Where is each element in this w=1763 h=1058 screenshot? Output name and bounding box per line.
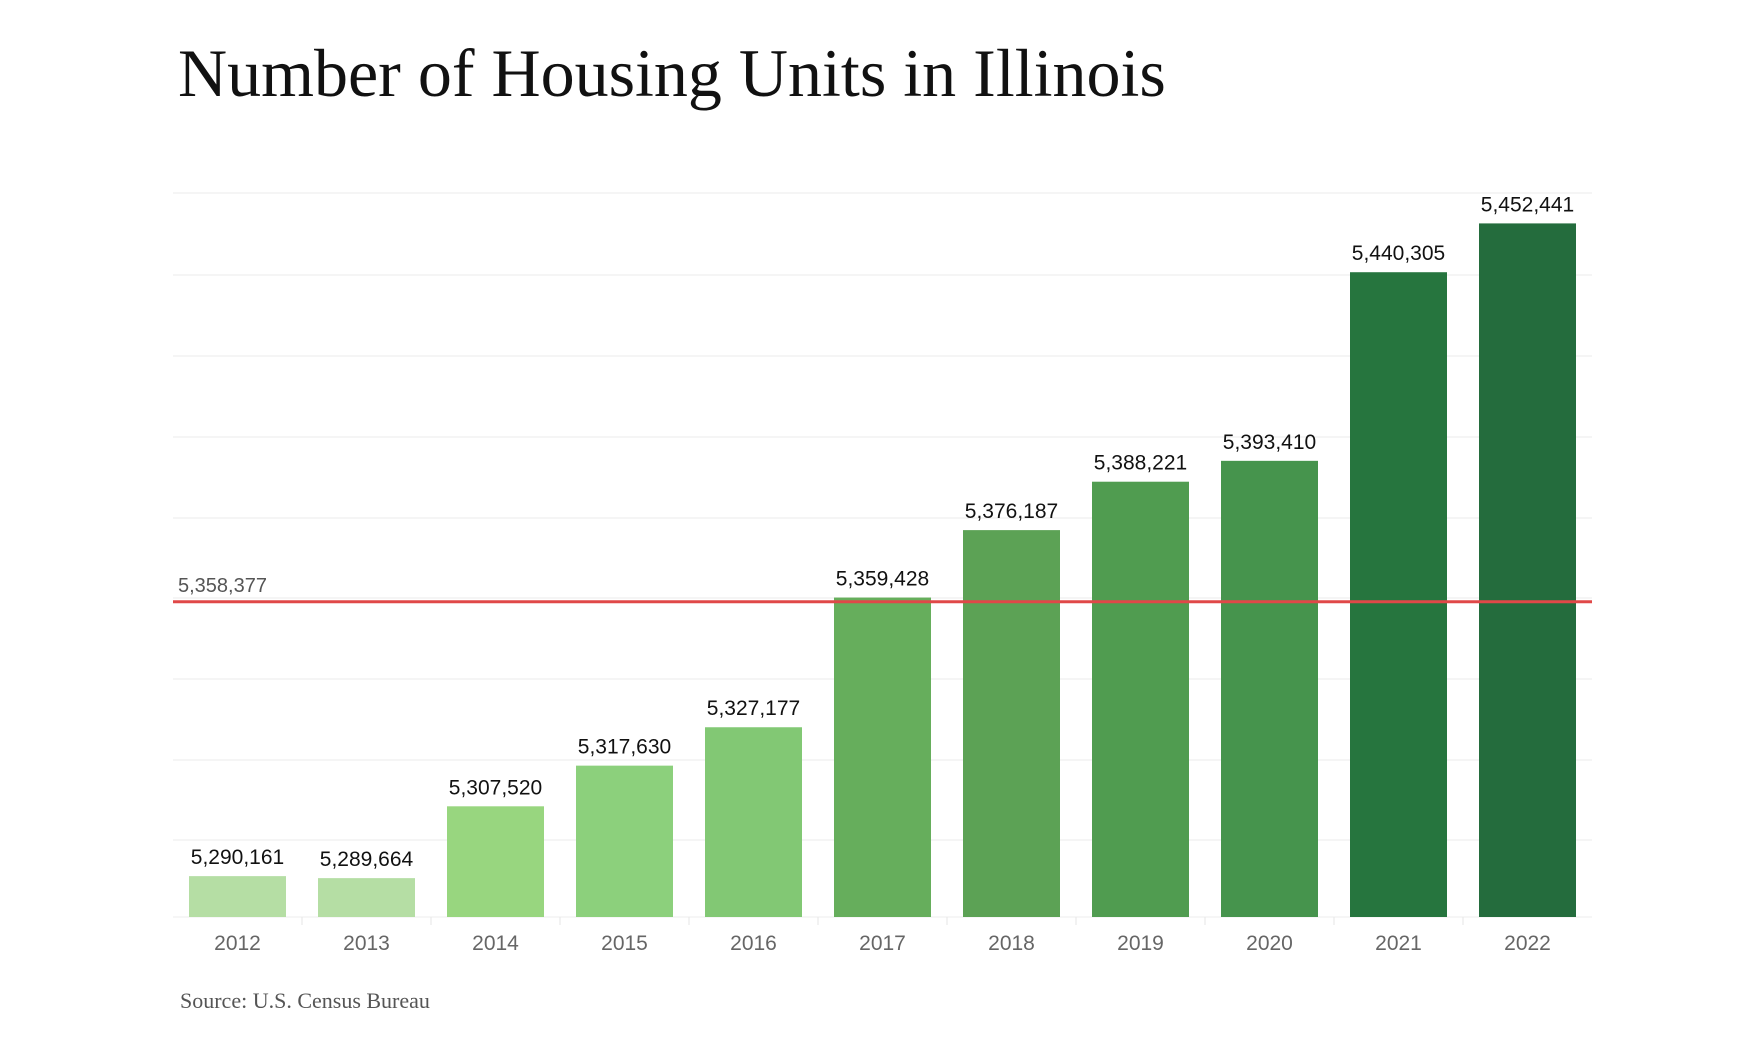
x-axis-ticks: 2012 2013 2014 2015 2016 2017 2018 2019 2020 2021…: [214, 932, 1551, 955]
bar: [834, 597, 931, 917]
reference-line-group: 5,358,377: [173, 575, 1592, 604]
data-label: 5,376,187: [965, 500, 1058, 523]
x-tick-label: 2019: [1117, 932, 1164, 955]
bar: [1092, 481, 1189, 917]
bar: [447, 806, 544, 917]
bar: [576, 765, 673, 917]
bar: [189, 876, 286, 917]
data-labels: 5,290,161 5,289,664 5,307,520 5,317,630 5,32…: [191, 193, 1574, 871]
bar: [1350, 272, 1447, 917]
bar: [705, 727, 802, 917]
x-tick-label: 2021: [1375, 932, 1422, 955]
data-label: 5,393,410: [1223, 431, 1316, 454]
data-label: 5,289,664: [320, 848, 414, 871]
x-tick-label: 2013: [343, 932, 390, 955]
source-note: Source: U.S. Census Bureau: [180, 988, 430, 1013]
x-tick-label: 2012: [214, 932, 261, 955]
data-label: 5,359,428: [836, 568, 929, 591]
data-label: 5,317,630: [578, 736, 671, 759]
data-label: 5,307,520: [449, 776, 542, 799]
x-tick-label: 2016: [730, 932, 777, 955]
x-tick-label: 2018: [988, 932, 1035, 955]
data-label: 5,452,441: [1481, 193, 1574, 216]
bar: [963, 530, 1060, 917]
x-tick-label: 2020: [1246, 932, 1293, 955]
chart-title: Number of Housing Units in Illinois: [178, 35, 1166, 111]
x-tick-label: 2017: [859, 932, 906, 955]
x-tick-label: 2015: [601, 932, 648, 955]
reference-line-label: 5,358,377: [178, 575, 267, 597]
bar: [318, 878, 415, 917]
x-tick-label: 2014: [472, 932, 519, 955]
x-tick-label: 2022: [1504, 932, 1551, 955]
data-label: 5,327,177: [707, 697, 800, 720]
data-label: 5,440,305: [1352, 242, 1445, 265]
bars: [189, 223, 1576, 917]
bar: [1221, 460, 1318, 917]
data-label: 5,388,221: [1094, 452, 1187, 475]
data-label: 5,290,161: [191, 846, 284, 869]
bar: [1479, 223, 1576, 917]
